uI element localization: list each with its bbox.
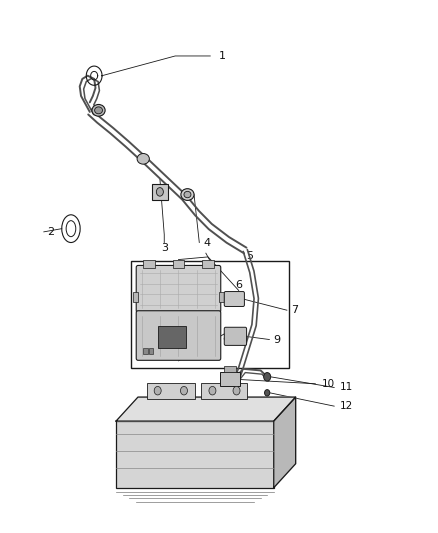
FancyBboxPatch shape [136,265,221,312]
Bar [116,421,274,488]
Ellipse shape [95,107,102,114]
FancyBboxPatch shape [224,292,244,306]
Bar [143,348,148,354]
Ellipse shape [181,189,194,200]
Circle shape [154,386,161,395]
Bar [131,261,289,368]
Circle shape [209,386,216,395]
Text: 10: 10 [322,379,335,389]
Text: 12: 12 [339,401,353,411]
Bar [147,383,195,399]
Text: 7: 7 [291,305,298,315]
Ellipse shape [92,104,105,116]
Circle shape [264,373,271,381]
Bar [224,366,236,372]
Bar [219,292,224,302]
Bar [220,372,240,386]
Text: 8: 8 [222,333,229,343]
Bar [143,260,155,268]
Circle shape [265,390,270,396]
Text: 4: 4 [204,238,211,247]
Bar [173,260,184,268]
Text: 1: 1 [219,51,226,61]
Circle shape [180,386,187,395]
FancyBboxPatch shape [224,327,247,345]
Text: 9: 9 [274,335,281,344]
Ellipse shape [137,154,149,164]
Polygon shape [116,397,296,421]
Bar [152,184,168,200]
Bar [133,292,138,302]
Text: 2: 2 [48,227,55,237]
Text: 3: 3 [161,243,168,253]
Text: 13: 13 [271,469,285,479]
Polygon shape [274,397,296,488]
Text: 6: 6 [235,280,242,290]
Bar [202,260,214,268]
Ellipse shape [184,191,191,198]
Bar [149,348,153,354]
Bar [201,383,247,399]
Text: 5: 5 [246,251,253,261]
Ellipse shape [156,188,163,196]
FancyBboxPatch shape [136,311,221,360]
Text: 11: 11 [339,383,353,392]
Bar [158,326,186,348]
Circle shape [233,386,240,395]
